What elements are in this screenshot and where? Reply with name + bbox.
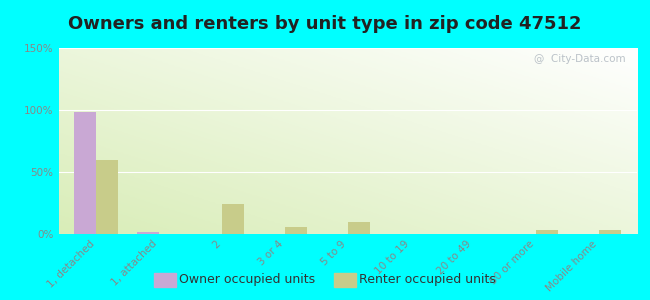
Bar xyxy=(536,230,558,234)
Bar xyxy=(348,222,370,234)
Bar xyxy=(74,112,96,234)
Bar xyxy=(137,232,159,234)
Bar xyxy=(222,204,244,234)
Bar xyxy=(285,226,307,234)
Bar xyxy=(599,230,621,234)
Bar xyxy=(96,160,118,234)
Text: @  City-Data.com: @ City-Data.com xyxy=(534,54,625,64)
Legend: Owner occupied units, Renter occupied units: Owner occupied units, Renter occupied un… xyxy=(149,268,501,291)
Text: Owners and renters by unit type in zip code 47512: Owners and renters by unit type in zip c… xyxy=(68,15,582,33)
